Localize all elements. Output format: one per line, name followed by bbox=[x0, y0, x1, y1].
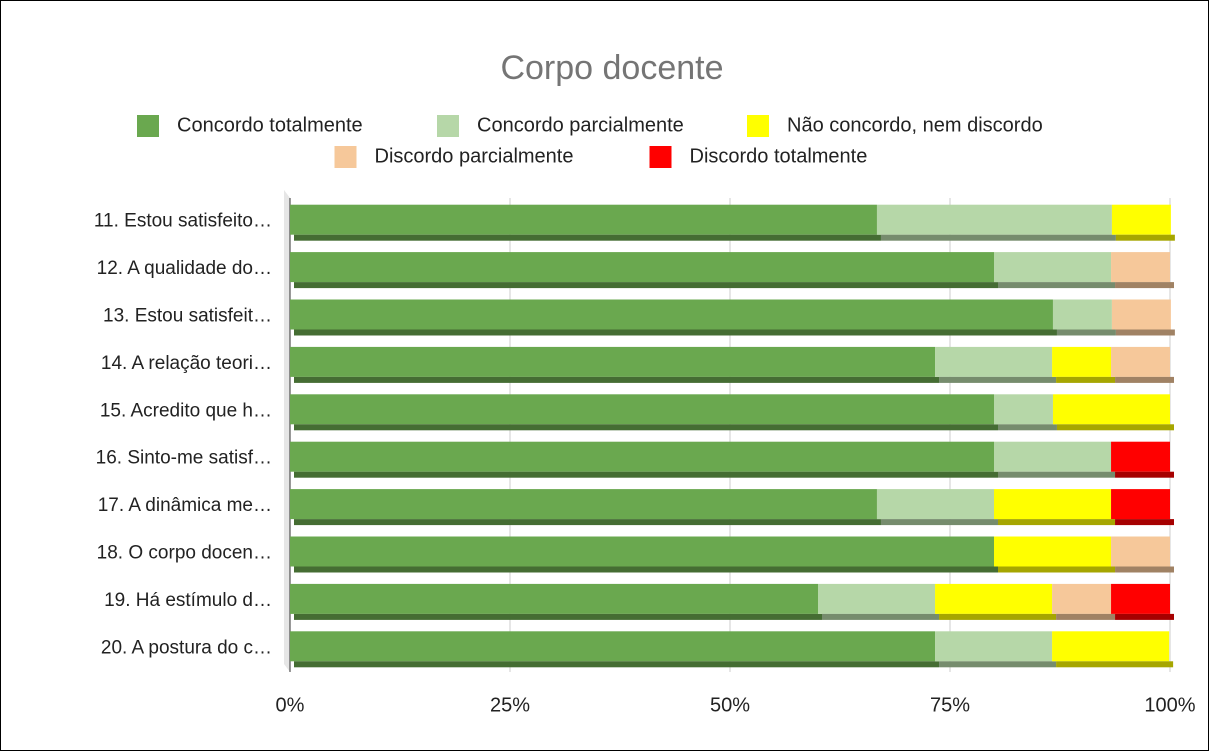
bar-segment bbox=[994, 394, 1053, 425]
bar-segment bbox=[290, 346, 936, 377]
bar-segment bbox=[1111, 583, 1170, 614]
y-tick-label: 11. Estou satisfeito… bbox=[94, 211, 272, 232]
bar-segment bbox=[935, 346, 1053, 377]
bar-segment bbox=[876, 204, 1112, 235]
legend-swatch bbox=[334, 146, 357, 168]
bar-segment bbox=[1111, 346, 1170, 377]
y-tick-label: 20. A postura do c… bbox=[101, 637, 272, 658]
bar-segment bbox=[1111, 204, 1171, 235]
bar-segment bbox=[935, 583, 1053, 614]
bar-segment-shade bbox=[880, 519, 998, 526]
y-tick-label: 16. Sinto-me satisf… bbox=[96, 448, 272, 469]
y-tick-label: 18. O corpo docen… bbox=[97, 543, 272, 564]
bar-segment bbox=[290, 394, 994, 425]
bar-segment bbox=[1052, 631, 1170, 662]
bar-segment bbox=[290, 204, 877, 235]
legend-label: Não concordo, nem discordo bbox=[787, 114, 1043, 136]
y-tick-label: 13. Estou satisfeit… bbox=[103, 306, 272, 327]
axis-wall bbox=[284, 190, 290, 672]
bar-segment-shade bbox=[1115, 376, 1174, 383]
legend-swatch bbox=[649, 146, 672, 168]
bar-segment-shade bbox=[1115, 282, 1174, 289]
legend-label: Concordo parcialmente bbox=[477, 114, 684, 136]
bar-segment-shade bbox=[998, 566, 1116, 573]
bar-segment bbox=[290, 583, 818, 614]
bar-segment-shade bbox=[1056, 661, 1174, 668]
bar-segment bbox=[818, 583, 936, 614]
bar-segment-shade bbox=[294, 661, 940, 668]
bar-segment-shade bbox=[1115, 234, 1175, 241]
bar-segment bbox=[994, 489, 1112, 520]
bar-segment-shade bbox=[294, 234, 881, 241]
legend-label: Discordo parcialmente bbox=[375, 145, 574, 167]
bar-segment-shade bbox=[1115, 519, 1174, 526]
bar-segment-shade bbox=[998, 519, 1116, 526]
x-tick-label: 100% bbox=[1144, 694, 1195, 716]
bar-segment-shade bbox=[294, 613, 822, 620]
bar-segment-shade bbox=[1115, 613, 1174, 620]
bar-segment-shade bbox=[1056, 329, 1116, 336]
bar-segment-shade bbox=[1115, 329, 1175, 336]
bar-segment bbox=[1052, 346, 1112, 377]
bar-segment bbox=[994, 252, 1112, 283]
y-tick-label: 12. A qualidade do… bbox=[97, 258, 272, 279]
bar-segment-shade bbox=[1056, 613, 1116, 620]
bar-segment bbox=[290, 631, 936, 662]
bar-segment bbox=[994, 441, 1112, 472]
bar-segment-shade bbox=[294, 471, 998, 478]
bar-segment-shade bbox=[939, 613, 1057, 620]
bar-segment bbox=[1111, 299, 1171, 330]
bar-segment-shade bbox=[294, 424, 998, 431]
x-tick-label: 25% bbox=[490, 694, 530, 716]
bar-segment bbox=[1052, 394, 1170, 425]
bar-segment-shade bbox=[294, 376, 940, 383]
y-tick-label: 17. A dinâmica me… bbox=[98, 495, 272, 516]
bar-segment bbox=[1111, 441, 1170, 472]
bar-segment bbox=[994, 536, 1112, 567]
bar-segment-shade bbox=[294, 566, 998, 573]
bar-segment-shade bbox=[822, 613, 940, 620]
bar-segment bbox=[290, 252, 994, 283]
y-tick-label: 15. Acredito que h… bbox=[100, 400, 272, 421]
bar-segment-shade bbox=[294, 282, 998, 289]
bar-segment-shade bbox=[1056, 376, 1116, 383]
bar-segment bbox=[1052, 299, 1112, 330]
bar-segment bbox=[290, 489, 877, 520]
bar-segment-shade bbox=[998, 282, 1116, 289]
legend-swatch bbox=[747, 115, 769, 137]
bar-segment bbox=[290, 536, 994, 567]
legend-label: Discordo totalmente bbox=[690, 145, 868, 167]
legend-swatch bbox=[137, 115, 159, 137]
bar-segment bbox=[935, 631, 1053, 662]
legend-label: Concordo totalmente bbox=[177, 114, 363, 136]
bar-segment-shade bbox=[294, 519, 881, 526]
bar-segment-shade bbox=[939, 376, 1057, 383]
bar-segment bbox=[290, 299, 1053, 330]
bar-segment-shade bbox=[880, 234, 1116, 241]
y-tick-label: 14. A relação teori… bbox=[101, 353, 272, 374]
chart-title: Corpo docente bbox=[500, 49, 723, 87]
bar-segment-shade bbox=[998, 424, 1057, 431]
bar-segment bbox=[1052, 583, 1112, 614]
bar-segment bbox=[876, 489, 994, 520]
bar-segment-shade bbox=[939, 661, 1057, 668]
bar-segment bbox=[290, 441, 994, 472]
bar-segment-shade bbox=[998, 471, 1116, 478]
x-tick-label: 75% bbox=[930, 694, 970, 716]
bar-segment-shade bbox=[1115, 566, 1174, 573]
y-tick-label: 19. Há estímulo d… bbox=[104, 590, 272, 611]
x-tick-label: 50% bbox=[710, 694, 750, 716]
bar-segment bbox=[1111, 489, 1170, 520]
legend-swatch bbox=[437, 115, 459, 137]
bar-segment bbox=[1111, 536, 1170, 567]
bar-segment-shade bbox=[1056, 424, 1174, 431]
x-tick-label: 0% bbox=[276, 694, 305, 716]
bar-segment-shade bbox=[1115, 471, 1174, 478]
bar-segment bbox=[1111, 252, 1170, 283]
bar-segment-shade bbox=[294, 329, 1057, 336]
